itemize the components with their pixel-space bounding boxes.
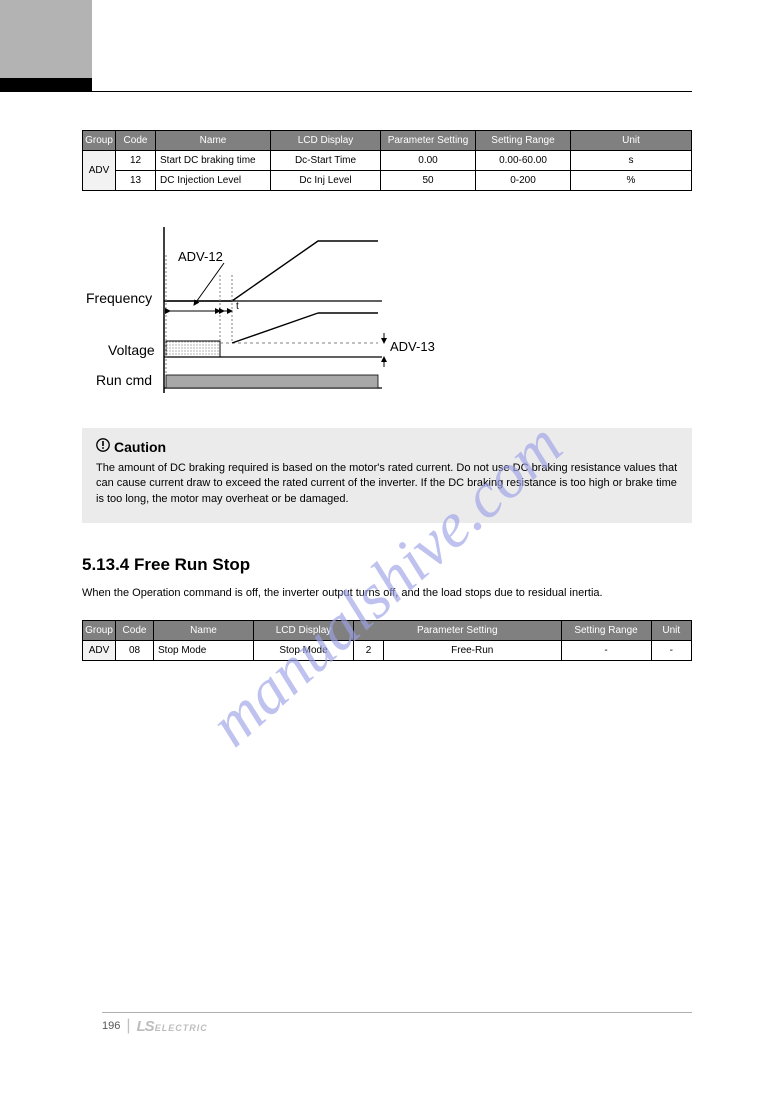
table-row: ADV 12 Start DC braking time Dc-Start Ti… — [83, 151, 692, 171]
cell-unit: s — [571, 151, 692, 171]
caution-title: Caution — [114, 439, 166, 455]
cell-lcd: Dc Inj Level — [271, 171, 381, 191]
parameter-table-1: Group Code Name LCD Display Parameter Se… — [82, 130, 692, 191]
th-code: Code — [116, 620, 154, 640]
th-range: Setting Range — [476, 131, 571, 151]
header-rule — [0, 91, 692, 92]
section-body: When the Operation command is off, the i… — [82, 585, 692, 602]
th-name: Name — [154, 620, 254, 640]
cell-p1: 2 — [354, 640, 384, 660]
header-black-block — [0, 78, 92, 92]
cell-group: ADV — [83, 151, 116, 191]
table-row: 13 DC Injection Level Dc Inj Level 50 0-… — [83, 171, 692, 191]
cell-lcd: Dc-Start Time — [271, 151, 381, 171]
cell-param: 0.00 — [381, 151, 476, 171]
cell-range: - — [561, 640, 651, 660]
th-param: Parameter Setting — [354, 620, 562, 640]
timing-diagram: Frequency Voltage Run cmd ADV-12 t ADV-1… — [82, 215, 422, 410]
th-unit: Unit — [651, 620, 691, 640]
cell-code: 13 — [116, 171, 156, 191]
th-range: Setting Range — [561, 620, 651, 640]
footer-logo: LSELECTRIC — [137, 1018, 208, 1035]
th-code: Code — [116, 131, 156, 151]
section-heading: 5.13.4 Free Run Stop — [82, 555, 692, 575]
th-unit: Unit — [571, 131, 692, 151]
label-frequency: Frequency — [86, 290, 152, 306]
th-param: Parameter Setting — [381, 131, 476, 151]
cell-unit: - — [651, 640, 691, 660]
th-lcd: LCD Display — [271, 131, 381, 151]
caution-body: The amount of DC braking required is bas… — [96, 461, 678, 507]
table-row: ADV 08 Stop Mode Stop Mode 2 Free-Run - … — [83, 640, 692, 660]
footer: 196 | LSELECTRIC — [102, 1012, 692, 1035]
th-group: Group — [83, 620, 116, 640]
parameter-table-2: Group Code Name LCD Display Parameter Se… — [82, 620, 692, 661]
cell-unit: % — [571, 171, 692, 191]
th-group: Group — [83, 131, 116, 151]
label-t: t — [236, 301, 239, 312]
cell-range: 0.00-60.00 — [476, 151, 571, 171]
cell-param: 50 — [381, 171, 476, 191]
header-grey-block — [0, 0, 92, 78]
th-name: Name — [156, 131, 271, 151]
cell-name: Stop Mode — [154, 640, 254, 660]
cell-p2: Free-Run — [384, 640, 562, 660]
label-runcmd: Run cmd — [96, 372, 152, 388]
label-adv12: ADV-12 — [178, 249, 223, 264]
th-lcd: LCD Display — [254, 620, 354, 640]
cell-name: DC Injection Level — [156, 171, 271, 191]
cell-lcd: Stop Mode — [254, 640, 354, 660]
cell-name: Start DC braking time — [156, 151, 271, 171]
label-adv13: ADV-13 — [390, 339, 435, 354]
cell-code: 12 — [116, 151, 156, 171]
caution-box: Caution The amount of DC braking require… — [82, 428, 692, 523]
cell-code: 08 — [116, 640, 154, 660]
label-voltage: Voltage — [108, 342, 155, 358]
cell-group: ADV — [83, 640, 116, 660]
cell-range: 0-200 — [476, 171, 571, 191]
caution-icon — [96, 438, 110, 455]
page-number: 196 — [102, 1020, 120, 1032]
